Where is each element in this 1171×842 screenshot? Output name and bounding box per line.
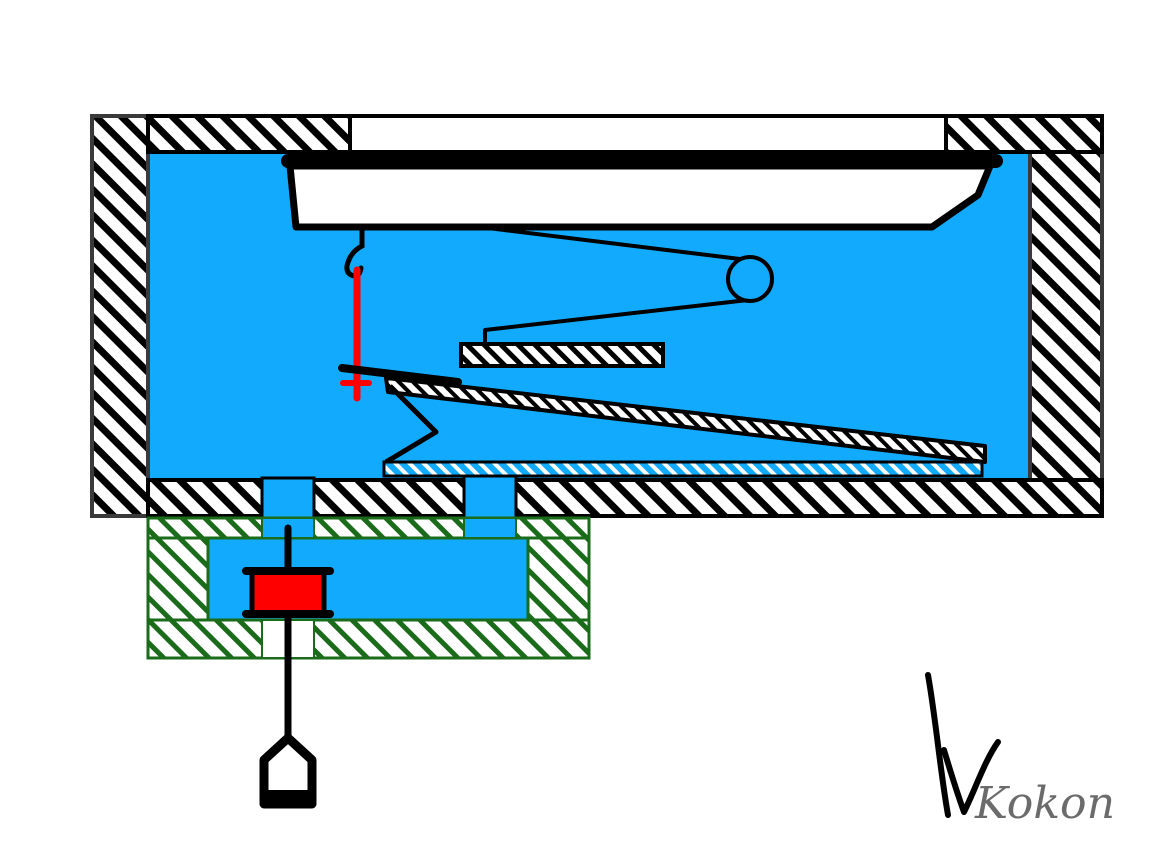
- left-wall: [90, 114, 150, 518]
- lever-arm: [384, 376, 987, 464]
- valve-bottom-plate: [146, 618, 591, 660]
- signature: Kokon: [925, 672, 1115, 829]
- signature-text: Kokon: [974, 778, 1115, 829]
- compression-spring: [384, 384, 439, 465]
- lever-top-bar: [338, 364, 462, 386]
- right-wall: [1028, 150, 1104, 482]
- counterweight-base: [262, 790, 314, 808]
- float-body: [286, 162, 994, 231]
- valve-left-wall: [146, 536, 210, 622]
- top-wall-right: [944, 114, 1104, 154]
- valve-plug: [249, 569, 327, 617]
- valve-top-plate: [146, 516, 591, 540]
- top-wall-left: [146, 114, 352, 154]
- top-opening: [348, 114, 948, 154]
- pulley-wheel: [726, 255, 774, 303]
- stopper-block: [459, 342, 665, 368]
- valve-port-top-right: [463, 517, 517, 539]
- base-plate: [382, 460, 984, 478]
- bottom-port-left: [260, 476, 316, 520]
- valve-right-wall: [526, 536, 591, 622]
